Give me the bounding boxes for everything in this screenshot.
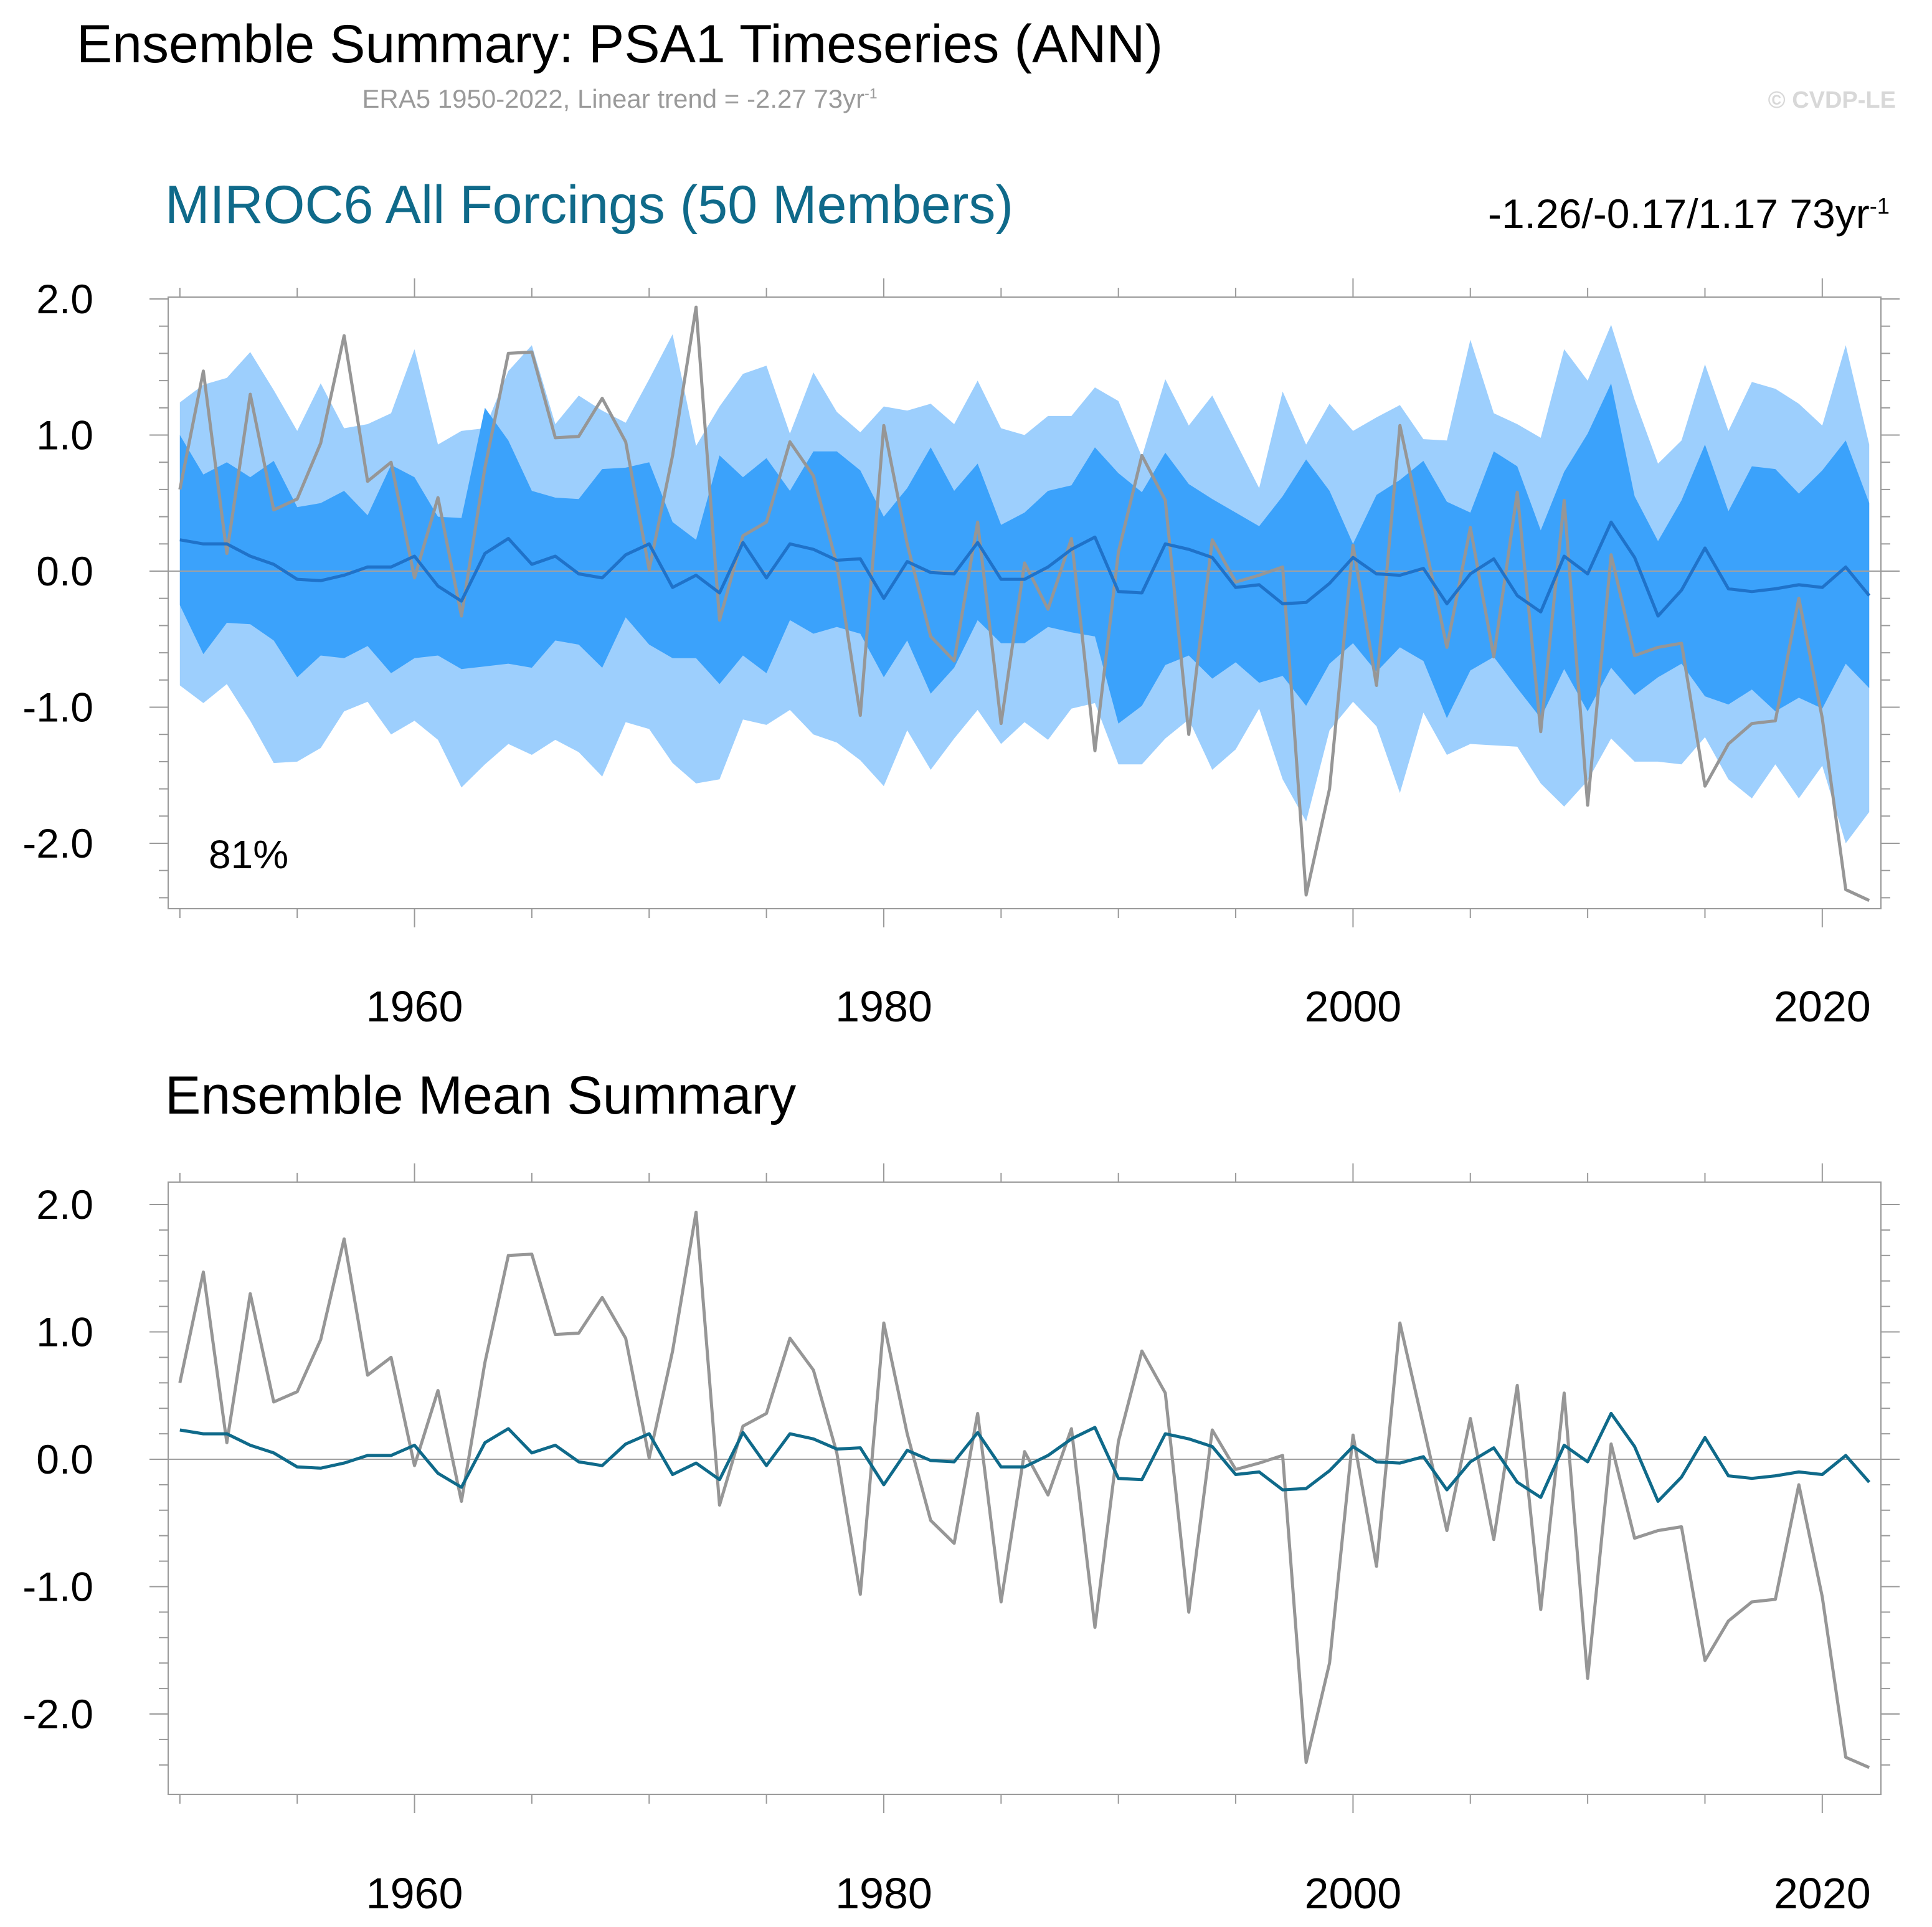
panel1-trend-exponent: -1 [1869,193,1890,219]
panel1-frame [168,296,1882,909]
subtitle-text: ERA5 1950-2022, Linear trend = -2.27 73y… [362,84,865,113]
panel1-plot: 2.0 1.0 0.0 -1.0 -2.0 1960 1980 2000 2020 [22,276,1900,1031]
subtitle: ERA5 1950-2022, Linear trend = -2.27 73y… [0,84,1239,114]
panel1-x-tick-label: 2020 [1774,982,1871,1031]
subtitle-exponent: -1 [864,85,878,102]
panel1-y-tick-label: -2.0 [22,820,93,866]
panel2-x-tick-label: 1980 [835,1869,932,1918]
panel1-y-tick-label: -1.0 [22,684,93,731]
panel1-ensemble-mean-line [179,520,1871,618]
panel1-x-tick-label: 2000 [1305,982,1402,1031]
panel2-y-tick-label: 2.0 [36,1181,93,1228]
panel2-y-tick-label: -2.0 [22,1691,93,1737]
panel1-inner-spread-band [179,383,1870,724]
panel2-ensemble-mean-line [179,1411,1871,1503]
panel2-y-tick-label: 0.0 [36,1436,93,1482]
panel1-trend-label: -1.26/-0.17/1.17 73yr-1 [1488,190,1890,237]
main-title: Ensemble Summary: PSA1 Timeseries (ANN) [76,14,1163,74]
panel2-y-tick-label: -1.0 [22,1564,93,1610]
panel2-title: Ensemble Mean Summary [165,1066,797,1125]
panel1-percent-label: 81% [209,832,288,877]
panel1-y-tick-label: 1.0 [36,412,93,458]
panel1-x-tick-label: 1960 [366,982,463,1031]
panel1-title: MIROC6 All Forcings (50 Members) [165,175,1013,235]
panel2-era5-line [178,1210,1870,1769]
panel1-trend-text: -1.26/-0.17/1.17 73yr [1487,191,1870,237]
panel2-plot: 2.0 1.0 0.0 -1.0 -2.0 1960 1980 2000 2020 [22,1163,1900,1918]
panel2-y-tick-label: 1.0 [36,1309,93,1355]
panel1-y-tick-label: 0.0 [36,548,93,594]
panel2-x-tick-label: 2020 [1774,1869,1871,1918]
copyright-label: © CVDP-LE [1768,87,1896,113]
panel1-y-tick-label: 2.0 [36,276,93,322]
panel2-x-tick-label: 2000 [1305,1869,1402,1918]
panel2-frame [168,1181,1882,1795]
panel2-x-tick-label: 1960 [366,1869,463,1918]
panel1-x-tick-label: 1980 [835,982,932,1031]
panel1-era5-line [178,305,1870,902]
